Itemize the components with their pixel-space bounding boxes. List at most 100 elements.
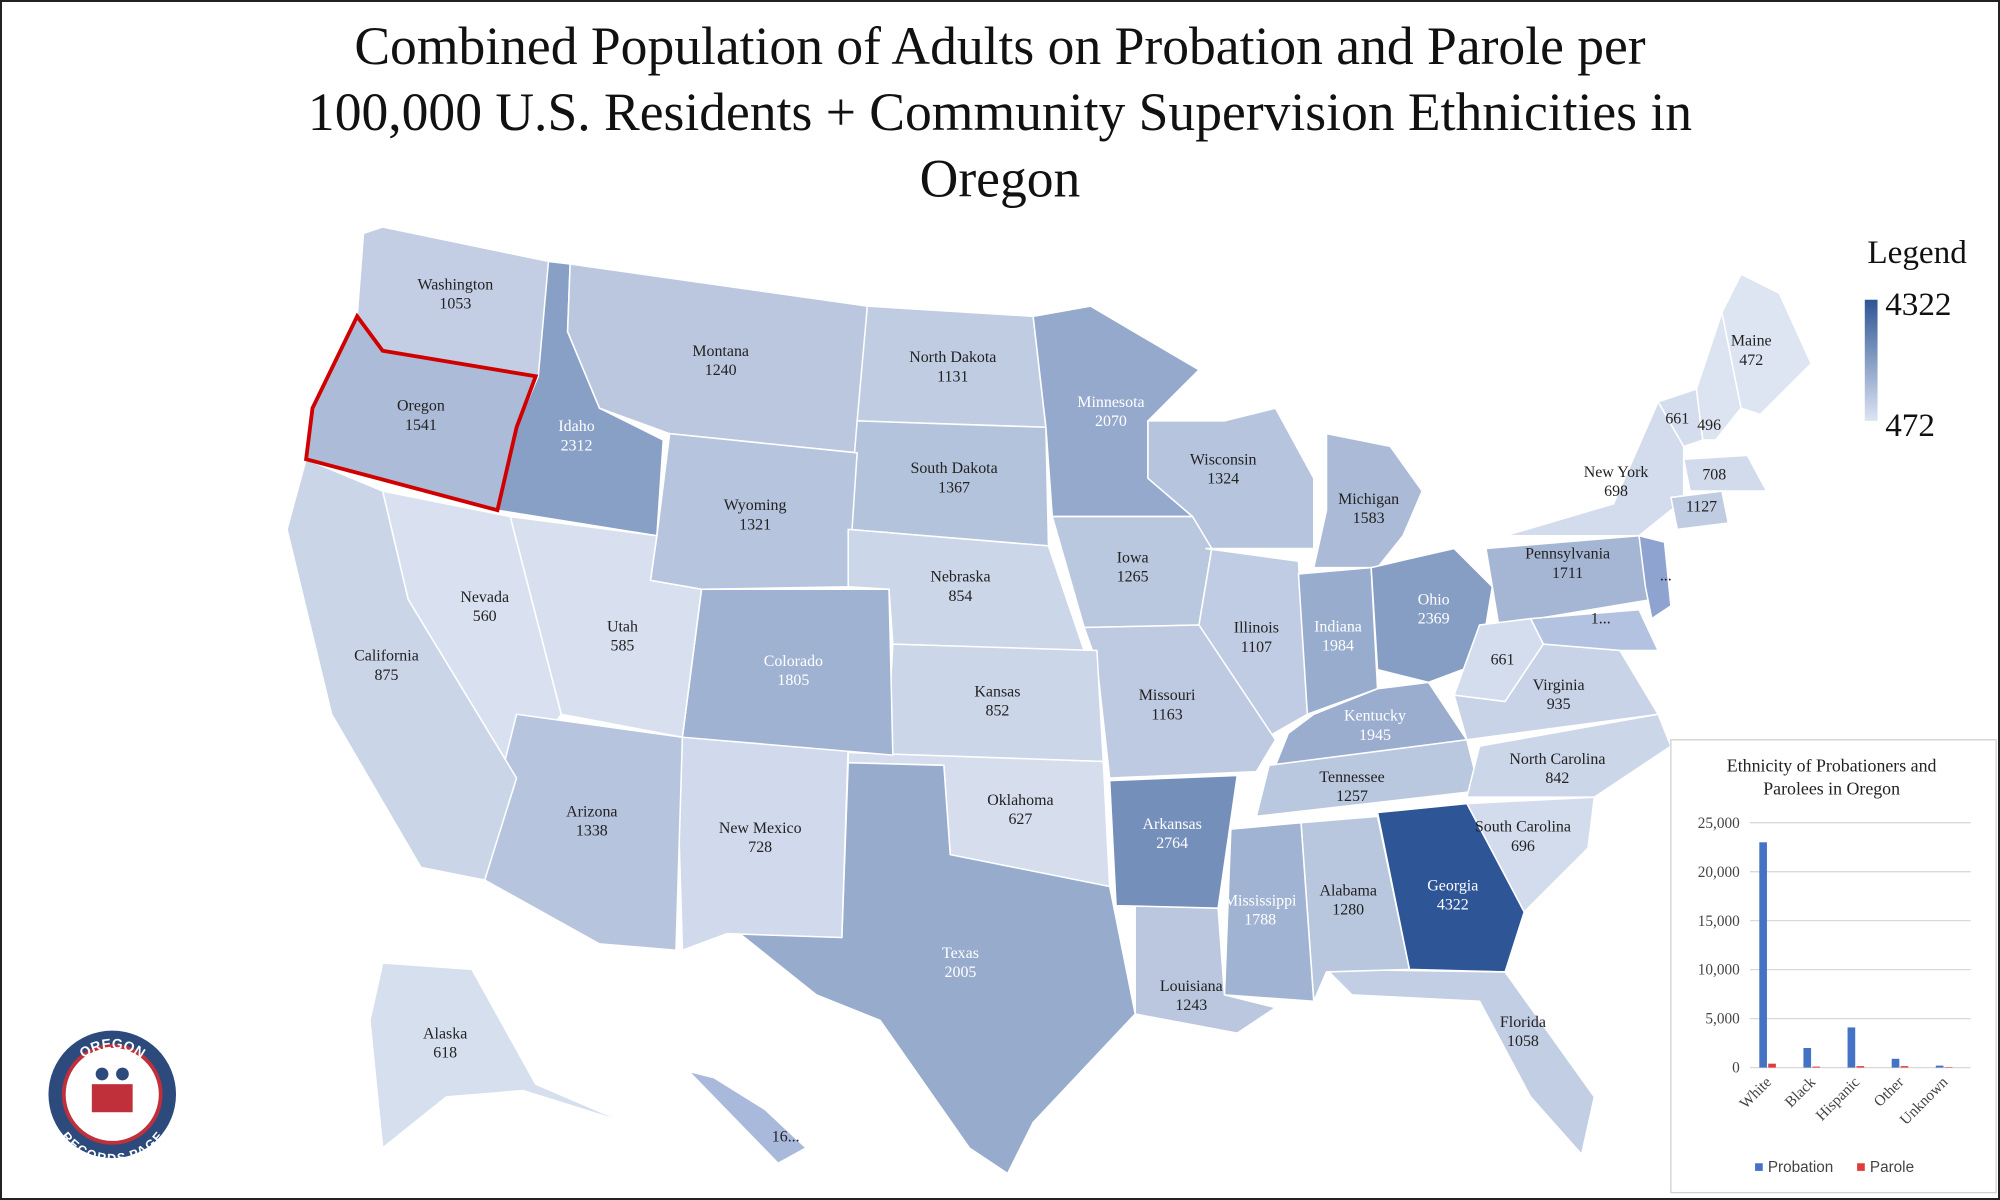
state-value: 1257 [1336, 788, 1368, 805]
state-name: Arkansas [1143, 816, 1202, 833]
state-value: 1240 [705, 362, 737, 379]
state-name: Nebraska [930, 569, 990, 586]
state-value: 2312 [561, 437, 593, 454]
state-value: 496 [1697, 417, 1721, 434]
bar [1856, 1066, 1865, 1068]
state-name: Washington [417, 277, 493, 294]
bar [1900, 1066, 1909, 1068]
state-value: 1163 [1151, 706, 1182, 723]
state-value: 2764 [1156, 835, 1188, 852]
state-value: 661 [1665, 410, 1689, 427]
bar [1768, 1063, 1776, 1068]
legend-swatch [1857, 1163, 1865, 1171]
state-name: Iowa [1117, 549, 1149, 566]
state-value: 1805 [777, 672, 809, 689]
state-name: Arizona [566, 803, 617, 820]
state-name: Michigan [1338, 491, 1399, 508]
bar [1812, 1066, 1821, 1068]
state-name: Georgia [1427, 877, 1478, 894]
state-name: South Dakota [910, 460, 997, 477]
state [1465, 713, 1672, 798]
bar [1891, 1058, 1900, 1068]
state-name: Louisiana [1160, 978, 1223, 995]
state-value: 852 [985, 703, 1009, 720]
state-value: 854 [948, 588, 972, 605]
y-tick-label: 5,000 [1705, 1011, 1740, 1028]
state-name: Minnesota [1077, 394, 1144, 411]
y-tick-label: 20,000 [1698, 864, 1740, 881]
state [1223, 821, 1315, 1003]
state-value: 728 [748, 839, 772, 856]
state-value: 1243 [1175, 997, 1207, 1014]
state-name: Utah [607, 618, 638, 635]
state-value: 1367 [938, 479, 970, 496]
state-name: Alaska [423, 1025, 467, 1042]
state-name: Idaho [558, 418, 594, 435]
state-label: ... [1660, 567, 1672, 584]
bar [1935, 1065, 1944, 1068]
state [369, 962, 626, 1150]
state-name: Colorado [764, 653, 823, 670]
y-tick-label: 0 [1732, 1060, 1740, 1077]
state-name: Oklahoma [987, 792, 1053, 809]
state-value: 4322 [1437, 896, 1469, 913]
state-name: Alabama [1319, 882, 1377, 899]
state-value: 1338 [576, 822, 608, 839]
state-value: 560 [473, 608, 497, 625]
state-value: 708 [1702, 467, 1726, 484]
state-value: 1788 [1244, 912, 1276, 929]
bar [1847, 1027, 1856, 1068]
state [1695, 309, 1742, 441]
state-value: 1107 [1241, 639, 1272, 656]
title-line: Oregon [920, 148, 1081, 208]
legend-swatch [1755, 1163, 1763, 1171]
y-tick-label: 10,000 [1698, 962, 1740, 979]
state [1638, 534, 1672, 620]
state-name: Mississippi [1224, 893, 1297, 910]
state-name: Nevada [460, 589, 509, 606]
state-name: Wisconsin [1190, 451, 1257, 468]
state [1108, 774, 1239, 909]
state-value: 2369 [1418, 611, 1450, 628]
state-name: Maine [1731, 333, 1772, 350]
state-value: 1945 [1359, 727, 1391, 744]
state-name: California [354, 648, 419, 665]
state-value: 1984 [1322, 638, 1354, 655]
state-name: New Mexico [719, 820, 802, 837]
state-value: 2005 [945, 964, 977, 981]
state-name: Texas [942, 945, 979, 962]
state-name: Pennsylvania [1525, 546, 1610, 563]
legend-scale [1864, 299, 1878, 421]
state-value: 1131 [937, 368, 968, 385]
state-value: 935 [1547, 696, 1571, 713]
state [1312, 432, 1424, 569]
state-name: Kentucky [1344, 708, 1406, 725]
y-tick-label: 25,000 [1698, 815, 1740, 832]
state-name: Tennessee [1319, 769, 1384, 786]
state-name: Florida [1500, 1014, 1546, 1031]
state-value: 698 [1604, 483, 1628, 500]
state-value: 696 [1511, 838, 1535, 855]
state-name: Montana [692, 343, 749, 360]
state-name: Illinois [1234, 620, 1279, 637]
state-value: 2070 [1095, 413, 1127, 430]
legend-title: Legend [1867, 234, 1967, 271]
state-value: 585 [610, 638, 634, 655]
state-name: North Carolina [1509, 751, 1605, 768]
state [286, 458, 518, 881]
state [1504, 400, 1685, 537]
state-value: 1127 [1686, 498, 1717, 515]
state-name: South Carolina [1475, 819, 1571, 836]
y-tick-label: 15,000 [1698, 913, 1740, 930]
state-value: 1058 [1507, 1033, 1539, 1050]
state-label: 16... [772, 1129, 800, 1146]
bar [1803, 1048, 1812, 1068]
state-value: 1280 [1332, 902, 1364, 919]
logo-figure [95, 1067, 109, 1081]
state-value: 472 [1739, 352, 1763, 369]
state-value: 875 [375, 667, 399, 684]
state [686, 1070, 808, 1165]
legend-min: 472 [1885, 407, 1935, 444]
legend-label: Parole [1870, 1159, 1914, 1176]
